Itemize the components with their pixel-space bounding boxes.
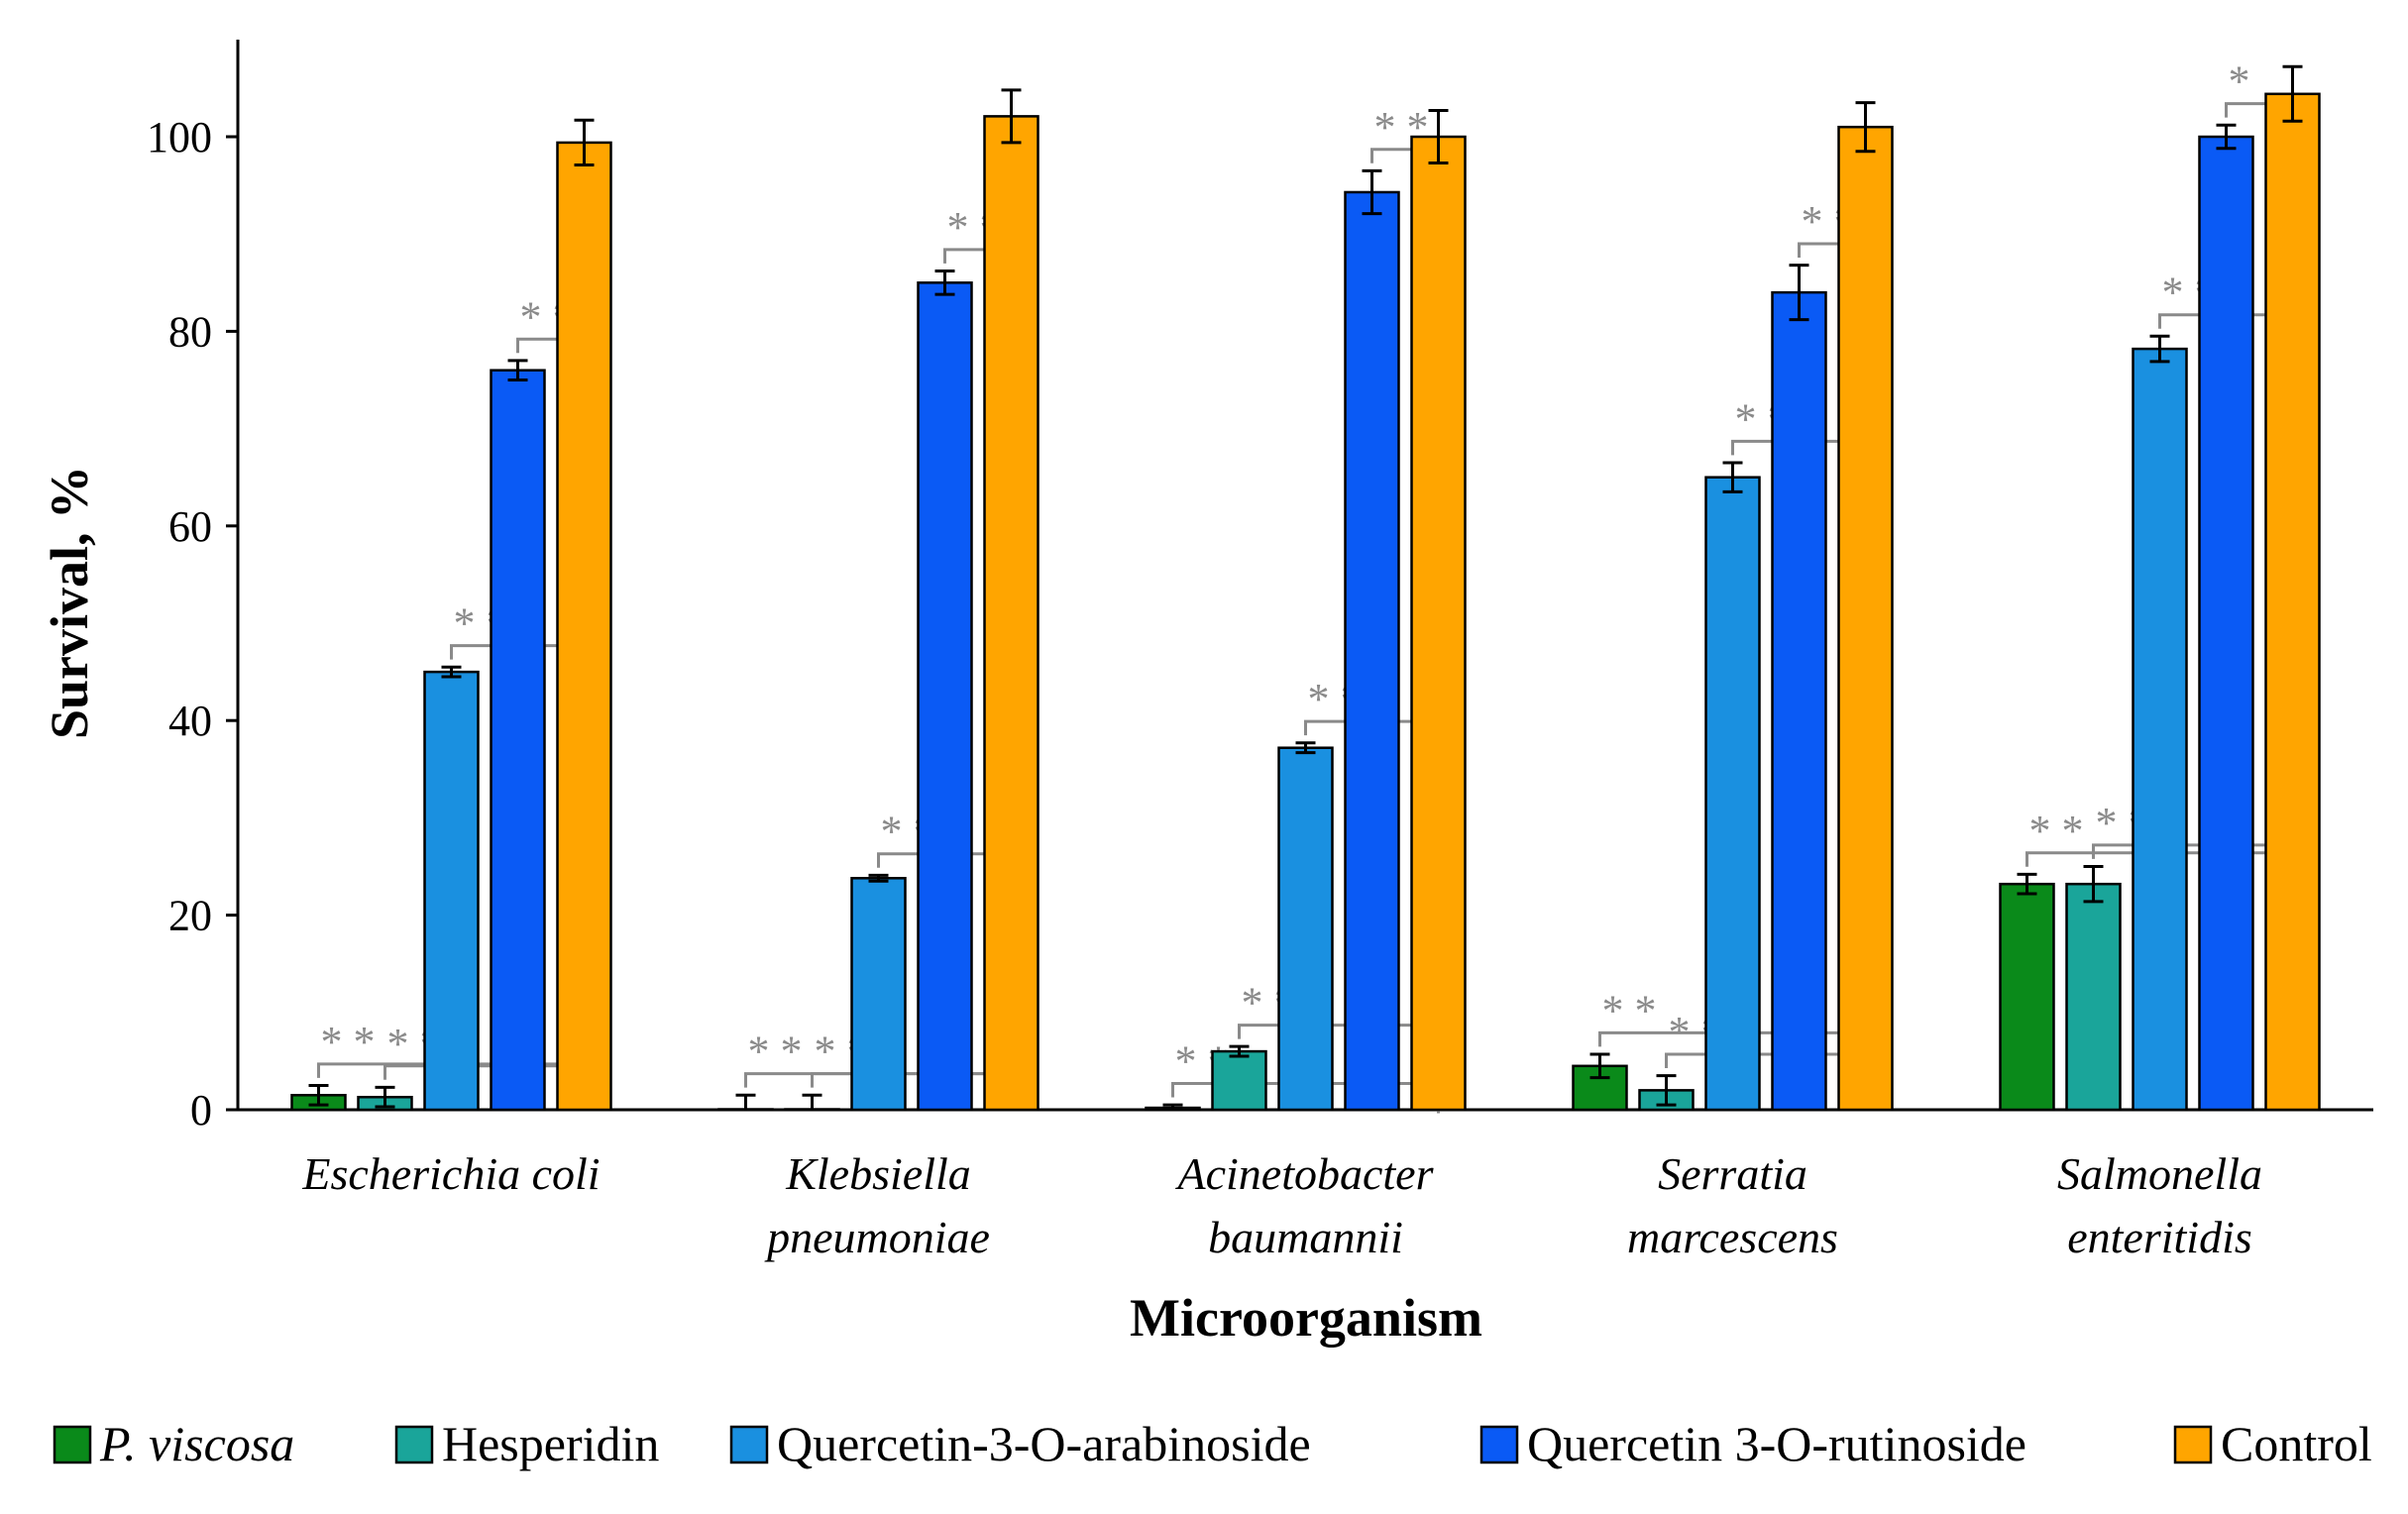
category-labels: Escherichia coli Klebsiella pneumoniae Acin… [301, 1148, 2262, 1262]
bar [2132, 347, 2188, 1112]
legend-label: Hesperidin [442, 1416, 659, 1471]
legend-label: Quercetin-3-O-arabinoside [777, 1416, 1311, 1471]
legend-swatch [394, 1425, 434, 1464]
legend-label: P. viscosa [99, 1416, 294, 1471]
significance-bracket [1238, 1024, 1440, 1055]
category-label: baumannii [1208, 1212, 1403, 1262]
legend: P. viscosa Hesperidin Quercetin-3-O-arabin… [53, 1416, 2372, 1471]
y-axis-title: Survival, % [40, 466, 99, 739]
significance-label: * * [2029, 807, 2084, 855]
bar [983, 115, 1040, 1112]
y-tick-label: 80 [168, 307, 212, 356]
y-tick-label: 40 [168, 697, 212, 745]
category-label: Acinetobacter [1174, 1148, 1434, 1199]
category-label: enteritidis [2067, 1212, 2252, 1262]
legend-swatch [1479, 1425, 1519, 1464]
category-label: Escherichia coli [301, 1148, 600, 1199]
bar [1704, 476, 1761, 1112]
significance-label: * [2229, 57, 2250, 106]
bar [2198, 135, 2254, 1112]
significance-label: * * [1602, 986, 1657, 1034]
significance-bracket [383, 1064, 586, 1096]
bar [423, 670, 480, 1112]
bar [2264, 92, 2321, 1112]
bar [490, 369, 546, 1112]
bars [290, 92, 2321, 1112]
legend-swatch [53, 1425, 92, 1464]
y-tick-label: 100 [147, 113, 212, 162]
category-label: Salmonella [2057, 1148, 2262, 1199]
bar [1999, 882, 2055, 1112]
significance-label: * * [748, 1027, 803, 1076]
significance-bracket [811, 1072, 1013, 1104]
bar [1771, 290, 1827, 1112]
category-label: marcescens [1627, 1212, 1838, 1262]
bar [556, 141, 612, 1112]
bar [2065, 882, 2122, 1112]
bar [917, 281, 973, 1112]
legend-label: Control [2221, 1416, 2372, 1471]
significance-bracket [1665, 1052, 1867, 1085]
significance-label: * * [321, 1018, 376, 1066]
y-tick-label: 0 [190, 1086, 212, 1135]
legend-swatch [729, 1425, 769, 1464]
bar [1211, 1049, 1267, 1112]
category-label: pneumoniae [764, 1212, 990, 1262]
bar [1277, 746, 1334, 1112]
bar [1837, 125, 1894, 1112]
error-bars [308, 64, 2303, 1112]
x-axis-title: Microorganism [1130, 1288, 1482, 1348]
y-tick-label: 60 [168, 502, 212, 551]
y-tick-label: 20 [168, 892, 212, 940]
category-label: Serratia [1658, 1148, 1807, 1199]
bar [1410, 135, 1467, 1112]
bar [1344, 190, 1400, 1112]
bar [850, 877, 907, 1112]
legend-label: Quercetin 3-O-rutinoside [1527, 1416, 2026, 1471]
legend-swatch [2173, 1425, 2213, 1464]
significance-bracket [2092, 843, 2294, 875]
category-label: Klebsiella [785, 1148, 971, 1199]
